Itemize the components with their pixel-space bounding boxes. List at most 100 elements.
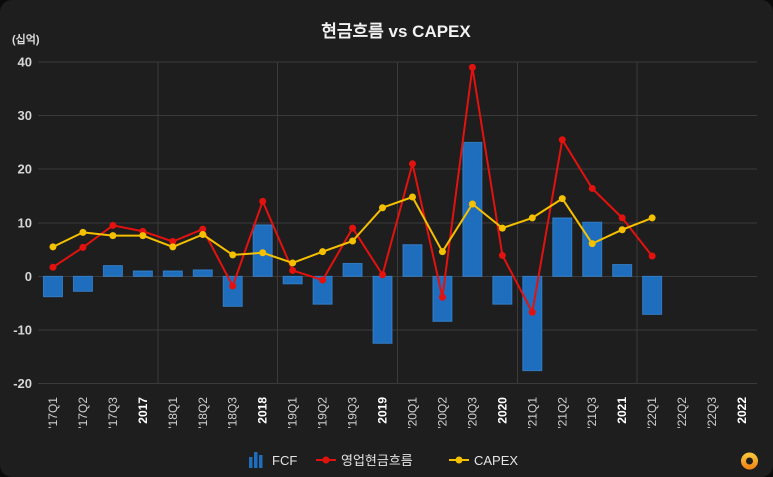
- x-tick-label: '19Q2: [316, 397, 330, 429]
- brand-logo: [738, 440, 758, 470]
- operating-cash-flow-point: [319, 276, 327, 284]
- capex-point: [468, 200, 476, 208]
- x-tick-label: '17Q3: [106, 397, 120, 429]
- operating-cash-flow-point: [79, 243, 87, 251]
- y-tick-label: 30: [18, 108, 32, 123]
- y-tick-label: 10: [18, 215, 32, 230]
- operating-cash-flow-point: [229, 282, 237, 290]
- capex-point: [139, 232, 147, 240]
- fcf-bar: [312, 275, 333, 305]
- fcf-bar: [132, 270, 153, 277]
- operating-cash-flow-point: [289, 266, 297, 274]
- operating-cash-flow-point: [259, 197, 267, 205]
- fcf-bar: [72, 275, 93, 292]
- legend-label-fcf: FCF: [272, 453, 297, 468]
- capex-point: [379, 204, 387, 212]
- operating-cash-flow-point: [49, 263, 57, 271]
- capex-point: [79, 228, 87, 236]
- x-tick-label: '21Q1: [525, 397, 539, 429]
- x-tick-label: 2017: [136, 397, 150, 424]
- fcf-bar: [612, 264, 633, 277]
- b-logo-icon: [738, 440, 758, 470]
- fcf-bar: [42, 275, 63, 298]
- operating-cash-flow-point: [199, 225, 207, 233]
- x-tick-label: '18Q2: [196, 397, 210, 429]
- line-series: [49, 63, 656, 316]
- fcf-bar: [642, 275, 663, 315]
- capex-point: [319, 248, 327, 256]
- capex-point: [259, 249, 267, 257]
- fcf-bar: [462, 141, 483, 277]
- capex-point: [588, 240, 596, 248]
- capex-point: [618, 226, 626, 234]
- capex-point: [408, 193, 416, 201]
- operating-cash-flow-point: [588, 184, 596, 192]
- legend-item-fcf: FCF: [249, 452, 297, 468]
- x-tick-label: '20Q3: [465, 397, 479, 429]
- fcf-bar: [222, 275, 243, 307]
- fcf-bar: [282, 275, 303, 285]
- capex-point: [109, 232, 117, 240]
- capex-point: [648, 214, 656, 222]
- operating-cash-flow-point: [349, 224, 357, 232]
- x-tick-label: 2020: [495, 397, 509, 424]
- fcf-bar: [372, 275, 393, 344]
- fcf-bar: [342, 262, 363, 277]
- x-tick-label: '20Q2: [435, 397, 449, 429]
- capex-point: [199, 231, 207, 239]
- fcf-bar: [582, 221, 603, 277]
- y-tick-label: -10: [13, 322, 32, 337]
- operating-cash-flow-point: [528, 308, 536, 316]
- operating-cash-flow-point: [109, 221, 117, 229]
- y-axis-ticks: 40 30 20 10 0 -10 -20: [13, 55, 32, 392]
- x-tick-label: '20Q1: [405, 397, 419, 429]
- fcf-bar: [492, 275, 513, 305]
- x-tick-label: '22Q3: [705, 397, 719, 429]
- x-tick-label: 2022: [735, 397, 749, 424]
- legend-item-capex: CAPEX: [449, 453, 518, 468]
- capex-point: [438, 248, 446, 256]
- capex-point: [289, 259, 297, 267]
- chart-title: 현금흐름 vs CAPEX: [321, 22, 471, 41]
- operating-cash-flow-point: [438, 293, 446, 301]
- x-tick-label: '17Q2: [76, 397, 90, 429]
- fcf-bar: [162, 270, 183, 277]
- fcf-bar: [102, 265, 123, 277]
- fcf-bar: [522, 275, 543, 372]
- x-tick-label: 2018: [256, 397, 270, 424]
- fcf-bar: [552, 217, 573, 277]
- x-tick-label: 2021: [615, 397, 629, 424]
- x-tick-label: '22Q1: [645, 397, 659, 429]
- fcf-bar: [402, 244, 423, 277]
- x-axis-ticks: '17Q1 '17Q2 '17Q3 2017 '18Q1 '18Q2 '18Q3 2018 '1…: [46, 397, 749, 429]
- bar-chart-icon: [249, 452, 263, 468]
- operating-cash-flow-point: [498, 251, 506, 259]
- x-tick-label: '21Q2: [555, 397, 569, 429]
- x-tick-label: '19Q1: [286, 397, 300, 429]
- capex-point: [169, 243, 177, 251]
- x-tick-label: '19Q3: [346, 397, 360, 429]
- capex-series: [49, 193, 656, 267]
- capex-point: [349, 237, 357, 245]
- legend: FCF 영업현금흐름 CAPEX: [249, 452, 518, 468]
- y-tick-label: 20: [18, 162, 32, 177]
- line-marker-icon: [316, 456, 336, 464]
- legend-label-capex: CAPEX: [474, 453, 518, 468]
- capex-point: [498, 224, 506, 232]
- capex-point: [229, 251, 237, 259]
- fcf-bar: [192, 269, 213, 277]
- operating-cash-flow-point: [408, 160, 416, 168]
- y-axis-unit-label: (십억): [12, 32, 40, 46]
- operating-cash-flow-point: [379, 271, 387, 279]
- operating-cash-flow-point: [558, 136, 566, 144]
- operating-cash-flow-point: [648, 252, 656, 260]
- x-tick-label: 2019: [376, 397, 390, 424]
- y-tick-label: -20: [13, 376, 32, 391]
- operating-cash-flow-point: [618, 214, 626, 222]
- operating-cash-flow-point: [468, 63, 476, 71]
- capex-point: [558, 195, 566, 203]
- x-tick-label: '17Q1: [46, 397, 60, 429]
- x-tick-label: '18Q3: [226, 397, 240, 429]
